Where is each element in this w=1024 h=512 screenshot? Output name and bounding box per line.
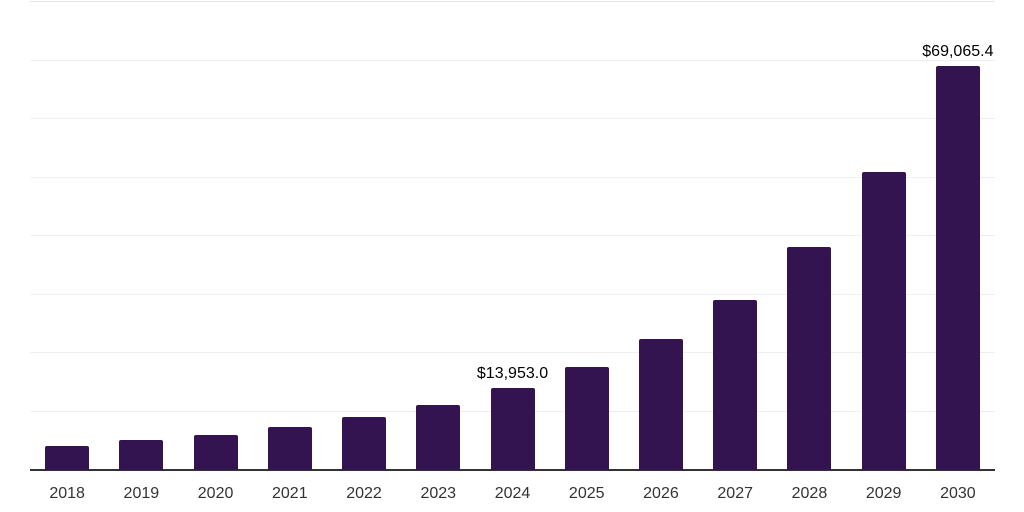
data-label-2024: $13,953.0 (476, 365, 549, 383)
x-tick-label-2021: 2021 (272, 485, 308, 502)
bar-2021[interactable] (267, 427, 312, 470)
gridline (30, 352, 995, 353)
gridline (30, 235, 995, 236)
x-tick-label-2023: 2023 (420, 485, 457, 502)
x-tick-label-2018: 2018 (49, 485, 85, 502)
x-tick-label-2020: 2020 (197, 485, 234, 502)
gridline (30, 59, 995, 61)
x-tick-label-2022: 2022 (346, 485, 382, 502)
bar-2024[interactable] (490, 388, 535, 470)
bar-2030[interactable] (935, 65, 980, 470)
bar-2020[interactable] (193, 435, 238, 470)
gridline (30, 118, 995, 119)
x-tick-label-2025: 2025 (568, 485, 605, 502)
gridline (30, 293, 995, 295)
bar-2027[interactable] (713, 299, 758, 470)
x-tick-label-2024: 2024 (494, 485, 531, 502)
plot-area: $13,953.0 $69,065.4 (30, 1, 995, 471)
data-label-2030: $69,065.4 (922, 42, 994, 60)
bar-2018[interactable] (45, 446, 90, 470)
bar-2029[interactable] (861, 172, 906, 470)
bar-2026[interactable] (638, 338, 683, 470)
x-tick-label-2028: 2028 (791, 485, 828, 502)
x-axis-labels: 2018 2019 2020 2021 2022 2023 2024 2025 2026 2027… (30, 484, 995, 504)
x-tick-label-2026: 2026 (643, 485, 679, 502)
x-tick-label-2029: 2029 (865, 485, 902, 502)
bar-2028[interactable] (787, 247, 832, 470)
gridline (30, 1, 995, 2)
x-tick-label-2027: 2027 (717, 485, 753, 502)
bar-2019[interactable] (119, 440, 164, 470)
bar-2022[interactable] (342, 416, 387, 470)
bar-2023[interactable] (416, 404, 461, 470)
x-tick-label-2019: 2019 (123, 485, 160, 502)
x-axis-line (30, 469, 995, 471)
x-tick-label-2030: 2030 (940, 485, 976, 502)
gridline (30, 176, 995, 178)
bar-2025[interactable] (564, 366, 609, 470)
